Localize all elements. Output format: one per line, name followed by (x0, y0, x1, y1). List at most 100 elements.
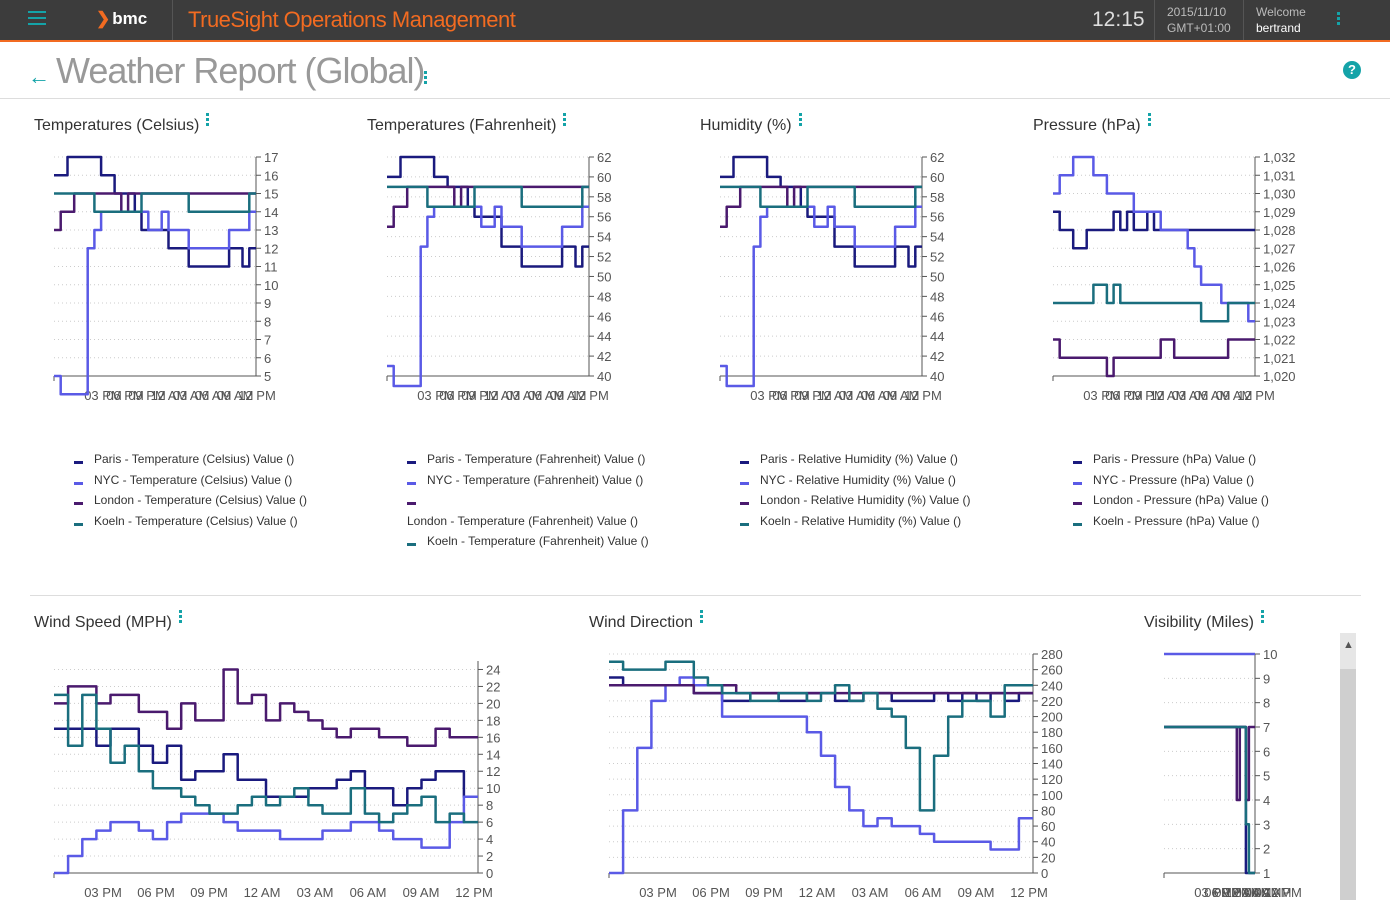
legend-item[interactable]: NYC - Pressure (hPa) Value () (1073, 473, 1269, 494)
page-title: Weather Report (Global) (56, 50, 425, 91)
legend-item[interactable]: NYC - Temperature (Celsius) Value () (74, 473, 307, 494)
y-tick-label: 8 (264, 314, 271, 329)
help-icon[interactable]: ? (1343, 61, 1361, 79)
series-line (1053, 155, 1255, 323)
legend-label: Paris - Temperature (Celsius) Value () (94, 452, 295, 466)
y-tick-label: 180 (1041, 725, 1063, 740)
hamburger-icon[interactable] (28, 11, 46, 27)
y-tick-label: 1,027 (1263, 241, 1296, 256)
x-tick-label: 06 AM (350, 885, 387, 900)
legend-item[interactable]: Koeln - Relative Humidity (%) Value () (740, 514, 971, 535)
legend-item[interactable]: London - Temperature (Celsius) Value () (74, 493, 307, 514)
y-tick-label: 50 (597, 269, 611, 284)
legend-swatch (740, 522, 749, 526)
x-tick-label: 09 PM (1127, 388, 1165, 403)
x-tick-label: 03 PM (1194, 885, 1232, 900)
x-tick-label: 09 PM (190, 885, 228, 900)
legend-swatch (740, 461, 749, 464)
x-tick-label: 12 PM (455, 885, 493, 900)
y-tick-label: 160 (1041, 741, 1063, 756)
scroll-up-icon[interactable]: ▲ (1343, 639, 1354, 651)
legend-label: London - Pressure (hPa) Value () (1093, 493, 1269, 507)
y-tick-label: 9 (264, 296, 271, 311)
y-tick-label: 10 (1263, 647, 1277, 662)
y-tick-label: 2 (1263, 842, 1270, 857)
legend-item[interactable]: NYC - Temperature (Fahrenheit) Value () (407, 473, 649, 494)
legend-item[interactable]: London - Temperature (Fahrenheit) Value … (407, 514, 649, 535)
legend-item[interactable]: Koeln - Temperature (Celsius) Value () (74, 514, 307, 535)
legend-item[interactable]: London - Pressure (hPa) Value () (1073, 493, 1269, 514)
y-tick-label: 6 (264, 351, 271, 366)
x-tick-label: 03 AM (852, 885, 889, 900)
y-tick-label: 80 (1041, 803, 1055, 818)
vertical-dots-icon[interactable] (1337, 12, 1340, 27)
widget-menu-icon[interactable] (1260, 610, 1264, 625)
legend-item[interactable]: Paris - Pressure (hPa) Value () (1073, 452, 1269, 473)
x-tick-label: 09 AM (550, 388, 587, 403)
x-tick-label: 06 PM (1105, 388, 1143, 403)
page-menu-icon[interactable] (424, 71, 427, 86)
legend-label: Paris - Pressure (hPa) Value () (1093, 452, 1257, 466)
scrollbar[interactable]: ▲ (1340, 633, 1356, 900)
y-tick-label: 1,026 (1263, 260, 1296, 275)
y-tick-label: 40 (597, 369, 611, 384)
legend-item[interactable]: London - Relative Humidity (%) Value () (740, 493, 971, 514)
y-tick-label: 240 (1041, 678, 1063, 693)
series-line (1053, 338, 1255, 378)
y-tick-label: 1,031 (1263, 168, 1296, 183)
row-divider (30, 595, 1361, 596)
legend-label: Koeln - Relative Humidity (%) Value () (760, 513, 962, 528)
widget-menu-icon[interactable] (563, 113, 567, 128)
x-tick-label: 12 PM (238, 388, 276, 403)
widget-menu-icon[interactable] (178, 610, 182, 625)
back-arrow-icon[interactable]: ← (28, 64, 50, 89)
legend-label: NYC - Relative Humidity (%) Value () (760, 472, 956, 487)
x-tick-label: 09 PM (745, 885, 783, 900)
y-tick-label: 56 (930, 210, 944, 225)
x-tick-label: 09 PM (461, 388, 499, 403)
legend-swatch (740, 502, 749, 505)
y-tick-label: 11 (264, 260, 278, 275)
legend-swatch (1073, 502, 1082, 505)
legend-item[interactable]: Paris - Temperature (Celsius) Value () (74, 452, 307, 473)
legend-item[interactable]: Paris - Relative Humidity (%) Value () (740, 452, 971, 473)
y-tick-label: 50 (930, 269, 944, 284)
legend-item[interactable]: Koeln - Temperature (Fahrenheit) Value (… (407, 534, 649, 555)
legend-swatch (407, 543, 416, 546)
series-line (609, 676, 1033, 875)
series-line (1053, 210, 1255, 250)
legend-label: London - Temperature (Fahrenheit) Value … (407, 513, 639, 528)
x-tick-label: 12 AM (244, 885, 281, 900)
top-bar: ❯ bmc TrueSight Operations Management 12:… (0, 0, 1390, 42)
legend-item[interactable]: Paris - Temperature (Fahrenheit) Value (… (407, 452, 649, 473)
legend-item[interactable] (407, 493, 649, 514)
divider (1243, 0, 1244, 40)
legend-item[interactable]: NYC - Relative Humidity (%) Value () (740, 473, 971, 494)
widget-menu-icon[interactable] (1147, 113, 1151, 128)
scroll-thumb[interactable] (1340, 669, 1356, 900)
y-tick-label: 1,023 (1263, 314, 1296, 329)
y-tick-label: 7 (1263, 720, 1270, 735)
series-line (387, 205, 589, 388)
widget-menu-icon[interactable] (798, 113, 802, 128)
widget-menu-icon[interactable] (700, 610, 704, 625)
legend-swatch (1073, 481, 1082, 485)
x-tick-label: 03 AM (297, 885, 334, 900)
x-tick-label: 12 PM (571, 388, 609, 403)
widget-title: Wind Direction (589, 610, 704, 632)
timezone: GMT+01:00 (1167, 21, 1231, 35)
x-tick-label: 03 PM (639, 885, 677, 900)
x-tick-label: 09 AM (883, 388, 920, 403)
user-info[interactable]: Welcome bertrand (1256, 4, 1306, 36)
x-tick-label: 06 AM (905, 885, 942, 900)
legend-item[interactable]: Koeln - Pressure (hPa) Value () (1073, 514, 1269, 535)
y-tick-label: 5 (264, 369, 271, 384)
legend-swatch (74, 461, 83, 464)
y-tick-label: 10 (264, 278, 278, 293)
widget-menu-icon[interactable] (206, 113, 210, 128)
legend-swatch (740, 481, 749, 485)
legend-swatch (74, 502, 83, 505)
x-tick-label: 12 AM (151, 388, 188, 403)
y-tick-label: 18 (486, 713, 500, 728)
x-tick-label: 06 AM (195, 388, 232, 403)
